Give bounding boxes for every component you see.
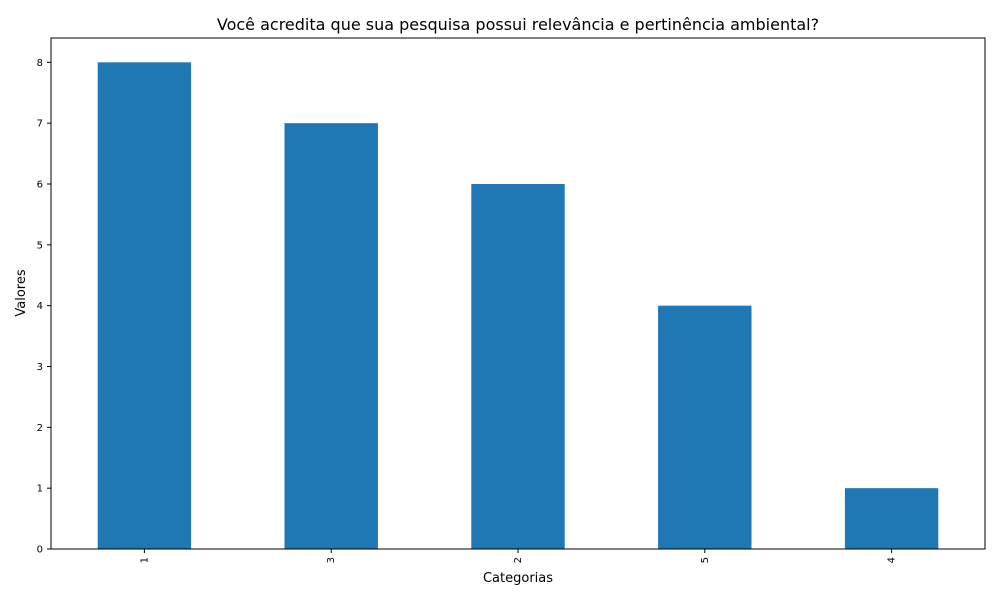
y-axis: 0 1 2 3 4 5 6 7 8: [37, 58, 51, 556]
x-tick-label: 3: [326, 557, 337, 563]
y-tick-label: 8: [37, 58, 43, 69]
x-tick-label: 4: [887, 557, 898, 563]
y-tick-label: 1: [37, 484, 43, 495]
bar-1: [97, 62, 192, 549]
bars-group: [97, 62, 939, 550]
chart-title: Você acredita que sua pesquisa possui re…: [217, 15, 819, 34]
y-axis-label: Valores: [14, 269, 29, 316]
bar-2: [471, 184, 565, 549]
y-tick-label: 2: [37, 423, 43, 434]
y-tick-label: 3: [37, 362, 43, 373]
bar-4: [844, 488, 939, 549]
x-tick-label: 5: [700, 557, 711, 563]
bar-5: [658, 305, 752, 549]
bar-3: [284, 123, 378, 550]
y-tick-label: 6: [37, 180, 43, 191]
y-tick-label: 4: [37, 301, 43, 312]
y-tick-label: 7: [37, 119, 43, 130]
x-axis-label: Categorias: [483, 571, 553, 586]
x-axis: 1 3 2 5 4: [139, 549, 898, 563]
y-tick-label: 0: [37, 545, 43, 556]
x-tick-label: 2: [513, 557, 524, 563]
y-tick-label: 5: [37, 240, 43, 251]
x-tick-label: 1: [139, 557, 150, 563]
plot-frame: [50, 37, 986, 550]
